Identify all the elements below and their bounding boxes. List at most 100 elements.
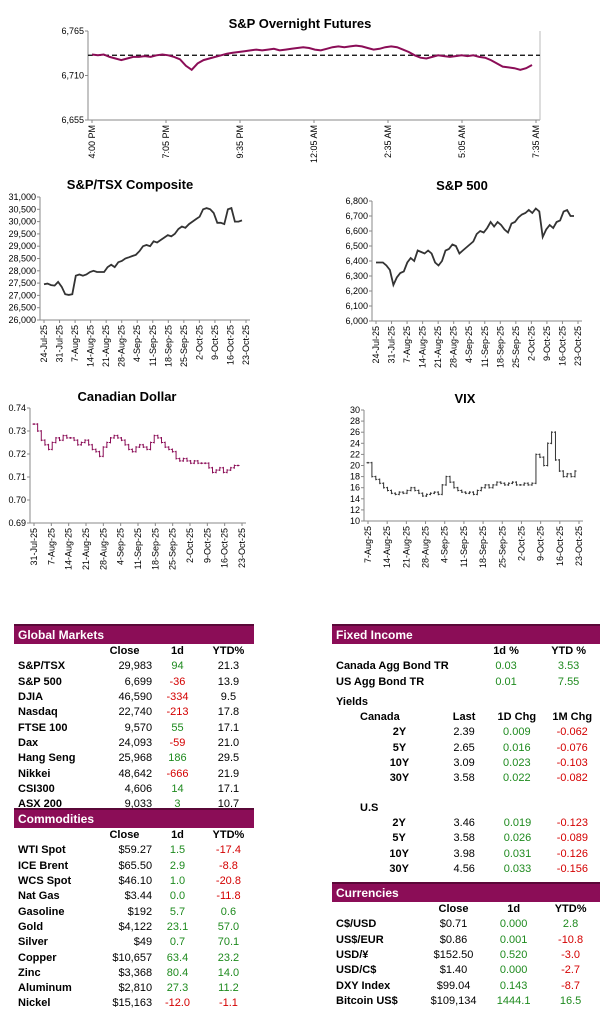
vix-ytick-label: 12 (350, 505, 360, 515)
ytd-value: 17.1 (217, 721, 240, 734)
cad-xtick-label: 11-Sep-25 (133, 528, 143, 569)
currency-name: US$/EUR (336, 933, 384, 946)
header-cell: Last (452, 711, 476, 724)
change-1m: -0.126 (556, 847, 588, 860)
change-1d: 5.7 (169, 905, 186, 918)
table-row: 2Y 2.39 0.009 -0.062 (332, 725, 600, 740)
close-value: 46,590 (118, 691, 153, 704)
ytd-value: 16.5 (559, 994, 582, 1007)
currencies-grid: Close 1d YTD% C$/USD $0.71 0.000 2.8 US$/EUR $0.… (332, 902, 600, 1009)
commodity-name: Nat Gas (18, 890, 60, 903)
table-row: US$/EUR $0.86 0.001 -10.8 (332, 933, 600, 948)
global-markets-title: Global Markets (14, 624, 254, 644)
change-1d: 0.520 (499, 949, 528, 962)
change-1d: 3 (174, 798, 181, 811)
ytd-value: -8.7 (561, 979, 581, 992)
close-value: $192 (127, 905, 153, 918)
tsx-ytick-label: 27,000 (8, 290, 36, 300)
change-1d: 186 (168, 752, 187, 765)
currency-name: USD/¥ (336, 949, 369, 962)
table-row: C$/USD $0.71 0.000 2.8 (332, 917, 600, 932)
header-cell (545, 800, 600, 815)
tenor-label: 2Y (392, 726, 407, 739)
vix-ytick-label: 28 (350, 416, 360, 426)
table-row: Nat Gas $3.44 0.0 -11.8 (14, 889, 254, 904)
change-1d: 0.000 (499, 964, 528, 977)
table-row: Gold $4,122 23.1 57.0 (14, 920, 254, 935)
table-row: FTSE 100 9,570 55 17.1 (14, 720, 254, 735)
change-1d: 63.4 (166, 951, 189, 964)
spx-xtick-label: 14-Aug-25 (418, 326, 428, 368)
tsx-series-line (43, 206, 243, 296)
ytd-value: 21.0 (217, 736, 240, 749)
change-1d: 0.023 (503, 757, 531, 770)
close-value: $109,134 (430, 994, 477, 1007)
tsx-xtick-label: 7-Aug-25 (70, 325, 80, 362)
tenor-label: 10Y (389, 757, 410, 770)
spx-xtick-label: 25-Sep-25 (511, 326, 521, 368)
spx-ytick-label: 6,600 (345, 226, 368, 236)
tsx-ytick-label: 30,500 (8, 204, 36, 214)
last-value: 3.98 (453, 847, 475, 860)
commodity-name: WTI Spot (18, 844, 66, 857)
table-row: ICE Brent $65.50 2.9 -8.8 (14, 859, 254, 874)
close-value: 29,983 (118, 660, 153, 673)
spx-chart: S&P 500 6,800 6,700 6,600 6,500 6,400 6,300 6,2… (300, 172, 600, 372)
spx-title: S&P 500 (436, 178, 488, 193)
yields-us-grid: U.S 2Y 3.46 0.019 -0.123 5Y 3.58 0.026 -0.089 10Y… (332, 800, 600, 876)
tenor-label: 2Y (392, 816, 406, 829)
header-cell: 1d % (493, 645, 519, 658)
table-header-row: Close 1d YTD% (14, 644, 254, 659)
spx_futures-title: S&P Overnight Futures (229, 16, 372, 31)
last-value: 3.09 (453, 757, 475, 770)
vix-ytick-label: 22 (350, 449, 360, 459)
vix-xtick-label: 7-Aug-25 (363, 526, 373, 563)
ytd-value: -17.4 (215, 844, 241, 857)
spx-xtick-label: 31-Jul-25 (387, 326, 397, 364)
change-1d: 0.026 (503, 832, 532, 845)
spx-svg: S&P 500 6,800 6,700 6,600 6,500 6,400 6,300 6,2… (345, 178, 583, 368)
change-1d: -213 (166, 706, 189, 719)
last-value: 2.65 (453, 741, 475, 754)
spx-xtick-label: 2-Oct-25 (526, 326, 536, 361)
header-cell (332, 644, 475, 659)
bond-name: US Agg Bond TR (336, 675, 425, 688)
change-1d: 0.000 (499, 918, 528, 931)
table-header-row: Canada Last 1D Chg 1M Chg (332, 710, 600, 725)
global-markets-table: Global Markets Close 1d YTD% S&P/TSX 29,983 9… (14, 624, 254, 812)
header-cell (438, 800, 490, 815)
tsx-svg: S&P/TSX Composite 31,000 30,500 30,000 29,50… (8, 177, 251, 367)
cad-ytick-label: 0.73 (8, 426, 26, 436)
table-row: Aluminum $2,810 27.3 11.2 (14, 981, 254, 996)
spx-xtick-label: 9-Oct-25 (542, 326, 552, 361)
table-row: 30Y 3.58 0.022 -0.082 (332, 771, 600, 786)
vix-xtick-label: 14-Aug-25 (382, 526, 392, 568)
currency-name: C$/USD (336, 918, 377, 931)
vix-xtick-label: 4-Sep-25 (440, 526, 450, 563)
table-row: US Agg Bond TR 0.01 7.55 (332, 675, 600, 690)
tsx-xtick-label: 9-Oct-25 (210, 325, 220, 360)
tsx-ytick-label: 30,000 (8, 217, 36, 227)
change-1m: -0.076 (556, 741, 588, 754)
ytd-value: -11.8 (216, 890, 241, 903)
header-cell: 1d (171, 645, 184, 658)
vix-ytick-label: 30 (350, 405, 360, 415)
vix-xtick-label: 11-Sep-25 (459, 526, 469, 567)
close-value: $3,368 (118, 966, 153, 979)
commodity-name: Nickel (18, 997, 51, 1010)
spx-xtick-label: 4-Sep-25 (464, 326, 474, 363)
spx-xtick-label: 28-Aug-25 (449, 326, 459, 368)
change-1d: 0.016 (503, 741, 531, 754)
header-cell: YTD% (212, 645, 245, 658)
tsx-xtick-label: 11-Sep-25 (148, 325, 158, 366)
table-row: Bitcoin US$ $109,134 1444.1 16.5 (332, 994, 600, 1009)
spx-xtick-label: 11-Sep-25 (480, 326, 490, 367)
close-value: 6,699 (124, 675, 153, 688)
table-row: Nikkei 48,642 -666 21.9 (14, 766, 254, 781)
ytd-value: 23.2 (217, 951, 240, 964)
change-1d: 0.03 (495, 660, 517, 673)
vix-ytick-label: 16 (350, 483, 360, 493)
change-1d: 94 (171, 660, 184, 673)
change-1d: 23.1 (166, 920, 189, 933)
cad-xtick-label: 2-Oct-25 (185, 528, 195, 563)
